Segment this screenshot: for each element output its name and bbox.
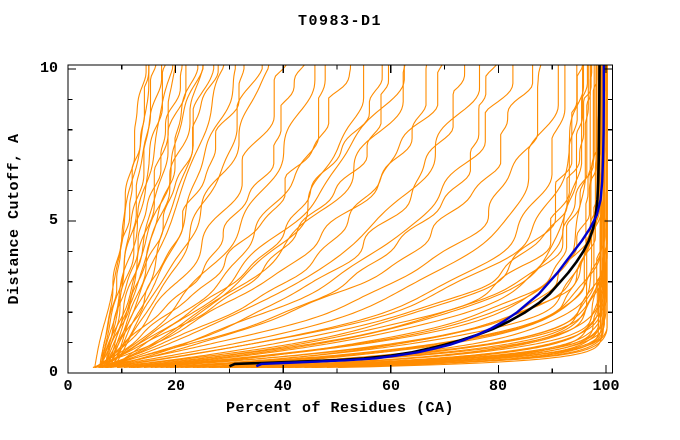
x-axis-label: Percent of Residues (CA) xyxy=(225,400,455,417)
y-tick-label-10: 10 xyxy=(39,60,58,77)
x-tick-label-60: 60 xyxy=(381,378,400,395)
x-tick-label-0: 0 xyxy=(63,378,73,395)
plot-title: T0983-D1 xyxy=(297,13,382,30)
x-tick-label-20: 20 xyxy=(166,378,185,395)
x-tick-label-80: 80 xyxy=(488,378,507,395)
x-tick-label-40: 40 xyxy=(273,378,292,395)
x-tick-label-100: 100 xyxy=(592,378,620,395)
y-tick-label-5: 5 xyxy=(48,212,58,229)
y-tick-label-0: 0 xyxy=(48,364,58,381)
